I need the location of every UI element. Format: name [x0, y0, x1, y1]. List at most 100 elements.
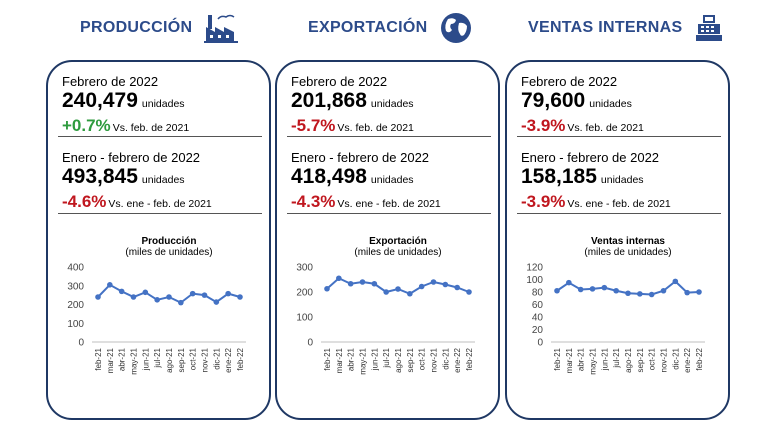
- globe-icon: [441, 13, 472, 43]
- data-point: [359, 279, 366, 285]
- header-title: EXPORTACIÓN: [308, 19, 428, 36]
- header-ventas-internas: VENTAS INTERNAS: [528, 10, 724, 46]
- chart-title: Producción: [141, 236, 196, 247]
- data-point: [371, 280, 378, 287]
- produccion-card: Febrero de 2022 240,479 unidades +0.7% Vs.…: [46, 60, 271, 420]
- x-tick-label: ago-21: [394, 347, 403, 372]
- data-point: [601, 284, 608, 291]
- cash-register-icon: [696, 15, 723, 41]
- change-line: -3.9% Vs. feb. de 2021: [521, 116, 721, 138]
- data-point: [613, 287, 619, 294]
- x-tick-label: feb-21: [94, 347, 103, 370]
- value-number: 493,845: [62, 165, 138, 188]
- period-label: Febrero de 2022: [521, 74, 618, 89]
- y-tick-label: 80: [532, 288, 544, 299]
- unit-label: unidades: [600, 174, 644, 186]
- x-tick-label: oct-21: [189, 347, 198, 370]
- data-point: [201, 292, 208, 298]
- period-label: Enero - febrero de 2022: [62, 150, 201, 165]
- data-point: [407, 290, 413, 297]
- x-tick-label: abr-21: [118, 347, 127, 371]
- data-point: [383, 289, 389, 295]
- data-point: [418, 283, 425, 290]
- divider: [517, 136, 721, 137]
- change-percent: -5.7%: [291, 116, 336, 135]
- comparison-label: Vs. feb. de 2021: [567, 122, 644, 134]
- line-chart: Producción(miles de unidades) 0 100 200 300 4…: [67, 236, 246, 375]
- x-tick-label: abr-21: [577, 347, 586, 371]
- x-tick-label: feb-21: [553, 347, 562, 370]
- data-point: [466, 289, 472, 295]
- factory-icon: [204, 14, 239, 43]
- x-tick-label: ene-22: [224, 347, 233, 372]
- x-tick-label: ene-22: [453, 347, 462, 372]
- y-tick-label: 300: [67, 281, 84, 292]
- unit-label: unidades: [141, 98, 185, 110]
- data-point: [237, 294, 243, 300]
- data-point: [130, 294, 137, 300]
- unit-label: unidades: [589, 98, 632, 110]
- x-tick-label: may-21: [130, 347, 139, 374]
- divider: [58, 136, 262, 137]
- value-number: 201,868: [291, 89, 367, 112]
- change-percent: -4.3%: [291, 192, 336, 211]
- units-value: 158,185 unidades: [521, 165, 721, 192]
- data-point: [189, 290, 196, 297]
- x-tick-label: oct-21: [648, 347, 657, 370]
- period-label: Febrero de 2022: [291, 74, 388, 89]
- data-point: [347, 280, 354, 287]
- month-block: Febrero de 2022 240,479 unidades +0.7% Vs.…: [62, 74, 262, 138]
- month-block: Febrero de 2022 201,868 unidades -5.7% Vs.…: [291, 74, 491, 138]
- chart-subtitle: (miles de unidades): [354, 247, 441, 258]
- x-tick-label: oct-21: [418, 347, 427, 370]
- change-line: -4.6% Vs. ene - feb. de 2021: [62, 192, 262, 214]
- data-point: [625, 290, 631, 297]
- data-point: [178, 299, 184, 306]
- x-tick-label: nov-21: [430, 347, 439, 372]
- y-tick-label: 20: [532, 325, 544, 336]
- x-tick-label: sep-21: [177, 347, 186, 372]
- data-point: [118, 288, 125, 295]
- chart-title: Ventas internas: [591, 236, 665, 247]
- y-tick-label: 40: [532, 313, 544, 324]
- x-tick-label: jun-21: [600, 347, 609, 371]
- x-tick-label: may-21: [589, 347, 598, 374]
- y-tick-label: 0: [307, 338, 313, 349]
- x-tick-label: ago-21: [165, 347, 174, 372]
- divider: [287, 213, 491, 214]
- value-number: 79,600: [521, 89, 586, 112]
- ytd-block: Enero - febrero de 2022 158,185 unidades …: [521, 150, 721, 214]
- data-point: [324, 285, 330, 292]
- divider: [287, 136, 491, 137]
- data-point: [442, 281, 449, 288]
- x-tick-label: mar-21: [335, 347, 344, 373]
- change-percent: +0.7%: [62, 116, 111, 135]
- data-point: [454, 284, 460, 291]
- value-number: 158,185: [521, 165, 597, 188]
- data-point: [672, 278, 679, 285]
- data-point: [95, 294, 101, 300]
- data-point: [577, 286, 584, 293]
- comparison-label: Vs. ene - feb. de 2021: [567, 198, 671, 210]
- comparison-label: Vs. feb. de 2021: [337, 122, 414, 134]
- change-line: -3.9% Vs. ene - feb. de 2021: [521, 192, 721, 214]
- x-tick-label: jun-21: [141, 347, 150, 371]
- change-line: -5.7% Vs. feb. de 2021: [291, 116, 491, 138]
- y-tick-label: 100: [526, 275, 543, 286]
- header-produccion: PRODUCCIÓN: [80, 10, 239, 46]
- x-tick-label: mar-21: [106, 347, 115, 373]
- x-tick-label: dic-21: [671, 347, 680, 369]
- data-point: [696, 289, 702, 295]
- data-point: [395, 286, 401, 292]
- change-line: -4.3% Vs. ene - feb. de 2021: [291, 192, 491, 214]
- x-tick-label: may-21: [359, 347, 368, 374]
- divider: [58, 213, 262, 214]
- data-point: [554, 287, 560, 294]
- y-tick-label: 120: [526, 263, 543, 274]
- data-point: [213, 299, 220, 305]
- x-tick-label: jul-21: [612, 347, 621, 368]
- x-tick-label: nov-21: [201, 347, 210, 372]
- x-tick-label: jul-21: [153, 347, 162, 368]
- value-number: 418,498: [291, 165, 367, 188]
